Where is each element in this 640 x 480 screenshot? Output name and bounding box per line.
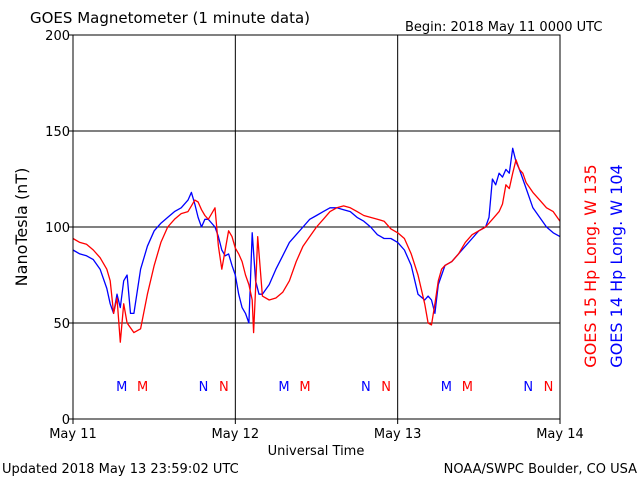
- series-line-goes-14: [72, 147, 561, 324]
- source-credit: NOAA/SWPC Boulder, CO USA: [444, 462, 637, 477]
- marker-m: M: [137, 380, 148, 395]
- chart-title: GOES Magnetometer (1 minute data): [30, 9, 310, 27]
- y-axis-label: NanoTesla (nT): [12, 168, 31, 287]
- x-tick-label: May 12: [212, 427, 260, 442]
- marker-m: M: [462, 380, 473, 395]
- marker-n: N: [381, 380, 391, 395]
- y-tick-label: 50: [53, 317, 70, 332]
- x-axis-label: Universal Time: [268, 444, 365, 459]
- y-tick-label: 0: [62, 413, 70, 428]
- x-tick-label: May 11: [49, 427, 97, 442]
- marker-m: M: [441, 380, 452, 395]
- y-tick-label: 200: [45, 29, 70, 44]
- marker-n: N: [523, 380, 533, 395]
- marker-n: N: [199, 380, 209, 395]
- grid-lines: [73, 35, 560, 419]
- marker-m: M: [278, 380, 289, 395]
- begin-label: Begin: 2018 May 11 0000 UTC: [405, 20, 602, 35]
- x-tick-label: May 14: [536, 427, 584, 442]
- y-tick-label: 100: [45, 221, 70, 236]
- updated-timestamp: Updated 2018 May 13 23:59:02 UTC: [2, 462, 239, 477]
- series-lines: [72, 147, 561, 343]
- x-tick-labels: May 11 May 12 May 13 May 14: [49, 419, 584, 442]
- legend-goes-14: GOES 14 Hp Long. W 104: [607, 164, 626, 367]
- marker-m: M: [299, 380, 310, 395]
- marker-n: N: [544, 380, 554, 395]
- y-tick-label: 150: [45, 125, 70, 140]
- marker-n: N: [219, 380, 229, 395]
- marker-m: M: [116, 380, 127, 395]
- marker-n: N: [361, 380, 371, 395]
- legend-goes-15: GOES 15 Hp Long. W 135: [581, 164, 600, 367]
- x-tick-label: May 13: [374, 427, 422, 442]
- series-line-goes-15: [72, 159, 561, 343]
- y-tick-labels: 0 50 100 150 200: [45, 29, 73, 428]
